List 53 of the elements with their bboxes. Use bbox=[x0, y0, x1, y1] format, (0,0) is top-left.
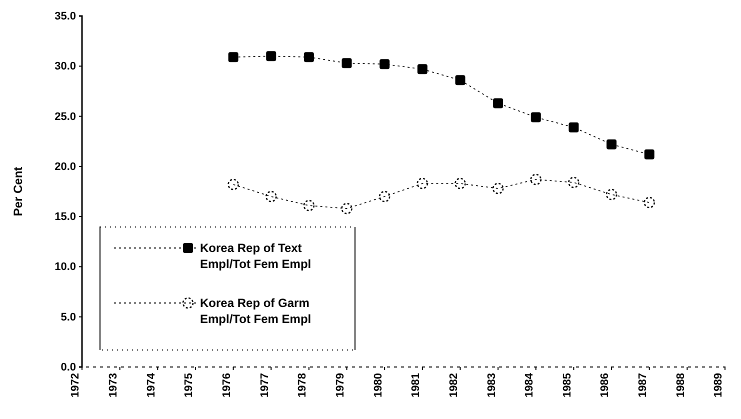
x-tick-label: 1976 bbox=[220, 373, 233, 398]
y-axis-title: Per Cent bbox=[11, 166, 25, 216]
y-tick-label: 15.0 bbox=[54, 211, 76, 224]
point bbox=[378, 190, 390, 202]
y-tick-label: 30.0 bbox=[54, 60, 76, 73]
y-tick-label: 0.0 bbox=[60, 362, 76, 374]
x-tick-label: 1981 bbox=[410, 373, 422, 398]
point bbox=[416, 178, 428, 190]
x-tick-label: 1978 bbox=[296, 373, 309, 398]
x-tick-label: 1986 bbox=[599, 373, 612, 398]
point bbox=[341, 202, 352, 214]
point bbox=[530, 112, 541, 122]
point bbox=[530, 174, 542, 186]
point bbox=[568, 122, 579, 132]
y-tick-label: 35.0 bbox=[54, 10, 76, 23]
point bbox=[568, 176, 580, 188]
y-tick-label: 5.0 bbox=[60, 311, 76, 324]
x-tick-label: 1977 bbox=[258, 373, 271, 398]
x-tick-label: 1987 bbox=[637, 373, 650, 398]
point bbox=[492, 182, 504, 194]
x-tick-label: 1972 bbox=[70, 373, 82, 398]
x-tick-label: 1974 bbox=[145, 372, 158, 398]
point bbox=[644, 196, 656, 208]
x-tick-label: 1975 bbox=[183, 373, 196, 398]
x-tick-label: 1980 bbox=[372, 373, 384, 398]
x-tick-label: 1973 bbox=[108, 373, 120, 398]
legend-label: Korea Rep of Garm Empl/Tot Fem Empl bbox=[200, 296, 312, 326]
point bbox=[606, 139, 617, 150]
y-tick-label: 25.0 bbox=[54, 110, 76, 123]
y-tick-label: 20.0 bbox=[54, 160, 76, 173]
point bbox=[265, 190, 277, 202]
point bbox=[228, 52, 238, 62]
x-tick-label: 1983 bbox=[486, 373, 498, 398]
point bbox=[266, 51, 276, 62]
point bbox=[342, 58, 352, 68]
y-tick-label: 10.0 bbox=[54, 261, 76, 274]
point bbox=[303, 200, 315, 212]
point bbox=[644, 149, 654, 160]
point bbox=[417, 64, 428, 74]
point bbox=[606, 188, 618, 200]
point bbox=[493, 98, 504, 108]
x-tick-label: 1982 bbox=[448, 373, 460, 398]
point bbox=[304, 52, 314, 62]
x-tick-label: 1988 bbox=[674, 373, 687, 398]
point bbox=[454, 178, 466, 190]
legend-label: Korea Rep of Text Empl/Tot Fem Empl bbox=[200, 241, 312, 271]
x-tick-label: 1985 bbox=[561, 373, 574, 398]
point bbox=[455, 75, 466, 86]
x-tick-label: 1979 bbox=[334, 373, 346, 398]
x-tick-label: 1989 bbox=[712, 373, 725, 398]
point bbox=[228, 178, 239, 190]
x-tick-label: 1984 bbox=[524, 372, 536, 398]
point bbox=[380, 59, 390, 70]
